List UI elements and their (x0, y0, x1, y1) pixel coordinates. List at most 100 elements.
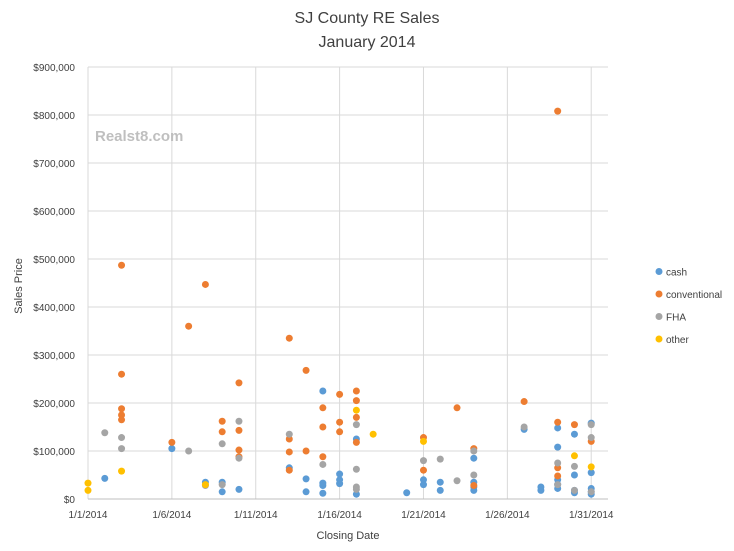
data-point-conventional (336, 390, 344, 398)
data-point-fha (352, 421, 360, 429)
y-tick-label: $400,000 (33, 303, 75, 314)
legend-marker (655, 268, 663, 275)
data-point-other (201, 481, 209, 489)
data-point-cash (537, 483, 545, 491)
data-point-cash (436, 478, 444, 486)
series-other (84, 406, 595, 494)
data-point-conventional (352, 387, 360, 395)
legend-label: other (666, 335, 689, 346)
legend: cash conventional FHA other (655, 268, 722, 346)
data-point-cash (570, 471, 578, 479)
data-point-conventional (185, 322, 193, 330)
data-point-fha (352, 485, 360, 493)
chart-title: SJ County RE Sales January 2014 (295, 10, 440, 51)
y-tick-label: $700,000 (33, 159, 75, 170)
data-point-cash (336, 476, 344, 484)
x-tick-label: 1/31/2014 (569, 510, 614, 521)
x-tick-label: 1/26/2014 (485, 510, 530, 521)
legend-item-fha: FHA (655, 313, 686, 324)
data-point-conventional (218, 417, 226, 425)
data-point-cash (470, 454, 478, 462)
legend-label: conventional (666, 290, 722, 301)
data-point-conventional (118, 416, 126, 424)
x-tick-label: 1/16/2014 (317, 510, 362, 521)
data-point-fha (218, 440, 226, 448)
data-point-cash (218, 488, 226, 496)
y-tick-label: $500,000 (33, 255, 75, 266)
y-tick-label: $100,000 (33, 447, 75, 458)
data-point-conventional (285, 435, 293, 443)
chart-title-line-2: January 2014 (319, 34, 416, 51)
chart-title-line-1: SJ County RE Sales (295, 10, 440, 27)
data-point-cash (570, 430, 578, 438)
legend-marker (655, 335, 663, 343)
data-point-other (84, 486, 92, 494)
data-point-fha (436, 455, 444, 463)
data-point-fha (352, 465, 360, 473)
data-point-fha (101, 429, 109, 437)
data-points (84, 107, 595, 498)
data-point-other (84, 479, 92, 487)
data-point-conventional (319, 423, 327, 431)
data-point-conventional (235, 446, 243, 454)
legend-label: FHA (666, 313, 686, 324)
data-point-conventional (520, 398, 528, 406)
data-point-cash (403, 489, 411, 497)
data-point-fha (118, 434, 126, 442)
data-point-conventional (302, 447, 310, 455)
data-point-cash (235, 485, 243, 493)
data-point-fha (470, 471, 478, 479)
data-point-other (570, 452, 578, 460)
legend-item-cash: cash (655, 268, 687, 279)
data-point-fha (587, 488, 595, 496)
data-point-conventional (118, 411, 126, 419)
y-axis-ticks: $0 $100,000 $200,000 $300,000 $400,000 $500,0… (33, 63, 75, 506)
data-point-cash (554, 424, 562, 432)
data-point-fha (470, 447, 478, 455)
y-tick-label: $200,000 (33, 399, 75, 410)
data-point-conventional (168, 438, 176, 446)
data-point-fha (235, 454, 243, 462)
data-point-cash (436, 486, 444, 494)
y-tick-label: $600,000 (33, 207, 75, 218)
y-tick-label: $900,000 (33, 63, 75, 74)
data-point-cash (168, 445, 176, 453)
data-point-conventional (319, 453, 327, 461)
data-point-other (369, 430, 377, 438)
series-conventional (118, 107, 595, 490)
x-tick-label: 1/21/2014 (401, 510, 446, 521)
data-point-fha (520, 423, 528, 431)
data-point-fha (554, 459, 562, 467)
data-point-cash (319, 387, 327, 395)
data-point-conventional (554, 464, 562, 472)
y-axis-title: Sales Price (13, 258, 25, 314)
data-point-conventional (285, 334, 293, 342)
data-point-cash (319, 479, 327, 487)
data-point-conventional (118, 370, 126, 378)
legend-label: cash (666, 268, 687, 279)
data-point-other (419, 437, 427, 445)
data-point-conventional (352, 413, 360, 421)
legend-item-other: other (655, 335, 689, 346)
data-point-fha (285, 430, 293, 438)
data-point-cash (302, 475, 310, 483)
data-point-conventional (319, 404, 327, 412)
legend-marker (655, 313, 663, 320)
legend-item-conventional: conventional (655, 290, 722, 301)
data-point-conventional (554, 107, 562, 115)
data-point-fha (185, 447, 193, 455)
x-tick-label: 1/11/2014 (234, 510, 278, 521)
data-point-conventional (235, 379, 243, 387)
x-axis-ticks: 1/1/2014 1/6/2014 1/11/2014 1/16/2014 1/21/2… (69, 510, 614, 521)
x-tick-label: 1/1/2014 (69, 510, 108, 521)
data-point-conventional (554, 472, 562, 480)
y-tick-label: $0 (64, 495, 76, 506)
data-point-conventional (285, 466, 293, 474)
data-point-fha (587, 421, 595, 429)
data-point-fha (218, 481, 226, 489)
data-point-cash (101, 474, 109, 482)
data-point-cash (419, 476, 427, 484)
data-point-other (118, 467, 126, 475)
data-point-fha (554, 481, 562, 489)
